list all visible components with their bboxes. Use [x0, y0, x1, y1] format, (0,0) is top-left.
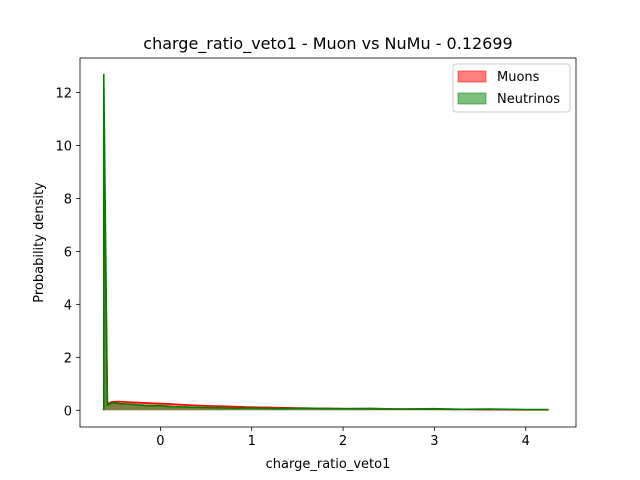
y-tick-label: 6	[64, 245, 72, 260]
x-axis-ticks: 0 1 2 3 4	[156, 427, 530, 449]
series-line-1	[102, 73, 549, 411]
plot-frame	[79, 57, 577, 428]
legend-label-0: Muons	[497, 70, 540, 85]
legend-label-1: Neutrinos	[497, 92, 560, 107]
legend-swatch-0	[457, 70, 487, 83]
legend-swatch-1	[457, 92, 487, 105]
x-tick-label: 0	[156, 434, 164, 449]
legend: Muons Neutrinos	[452, 63, 571, 113]
y-axis-ticks: 0 2 4 6 8 10 12	[55, 86, 80, 419]
series-layer	[102, 73, 549, 411]
y-tick-label: 0	[64, 404, 72, 419]
x-axis-label: charge_ratio_veto1	[266, 457, 391, 472]
x-tick-label: 3	[430, 434, 438, 449]
x-tick-label: 2	[339, 434, 347, 449]
y-axis-label: Probability density	[32, 182, 47, 303]
chart-title: charge_ratio_veto1 - Muon vs NuMu - 0.12…	[143, 34, 512, 54]
y-tick-label: 12	[55, 86, 72, 101]
y-tick-label: 4	[64, 298, 72, 313]
y-tick-label: 8	[64, 192, 72, 207]
x-tick-label: 1	[248, 434, 256, 449]
y-tick-label: 2	[64, 351, 72, 366]
y-tick-label: 10	[55, 139, 72, 154]
x-tick-label: 4	[522, 434, 530, 449]
